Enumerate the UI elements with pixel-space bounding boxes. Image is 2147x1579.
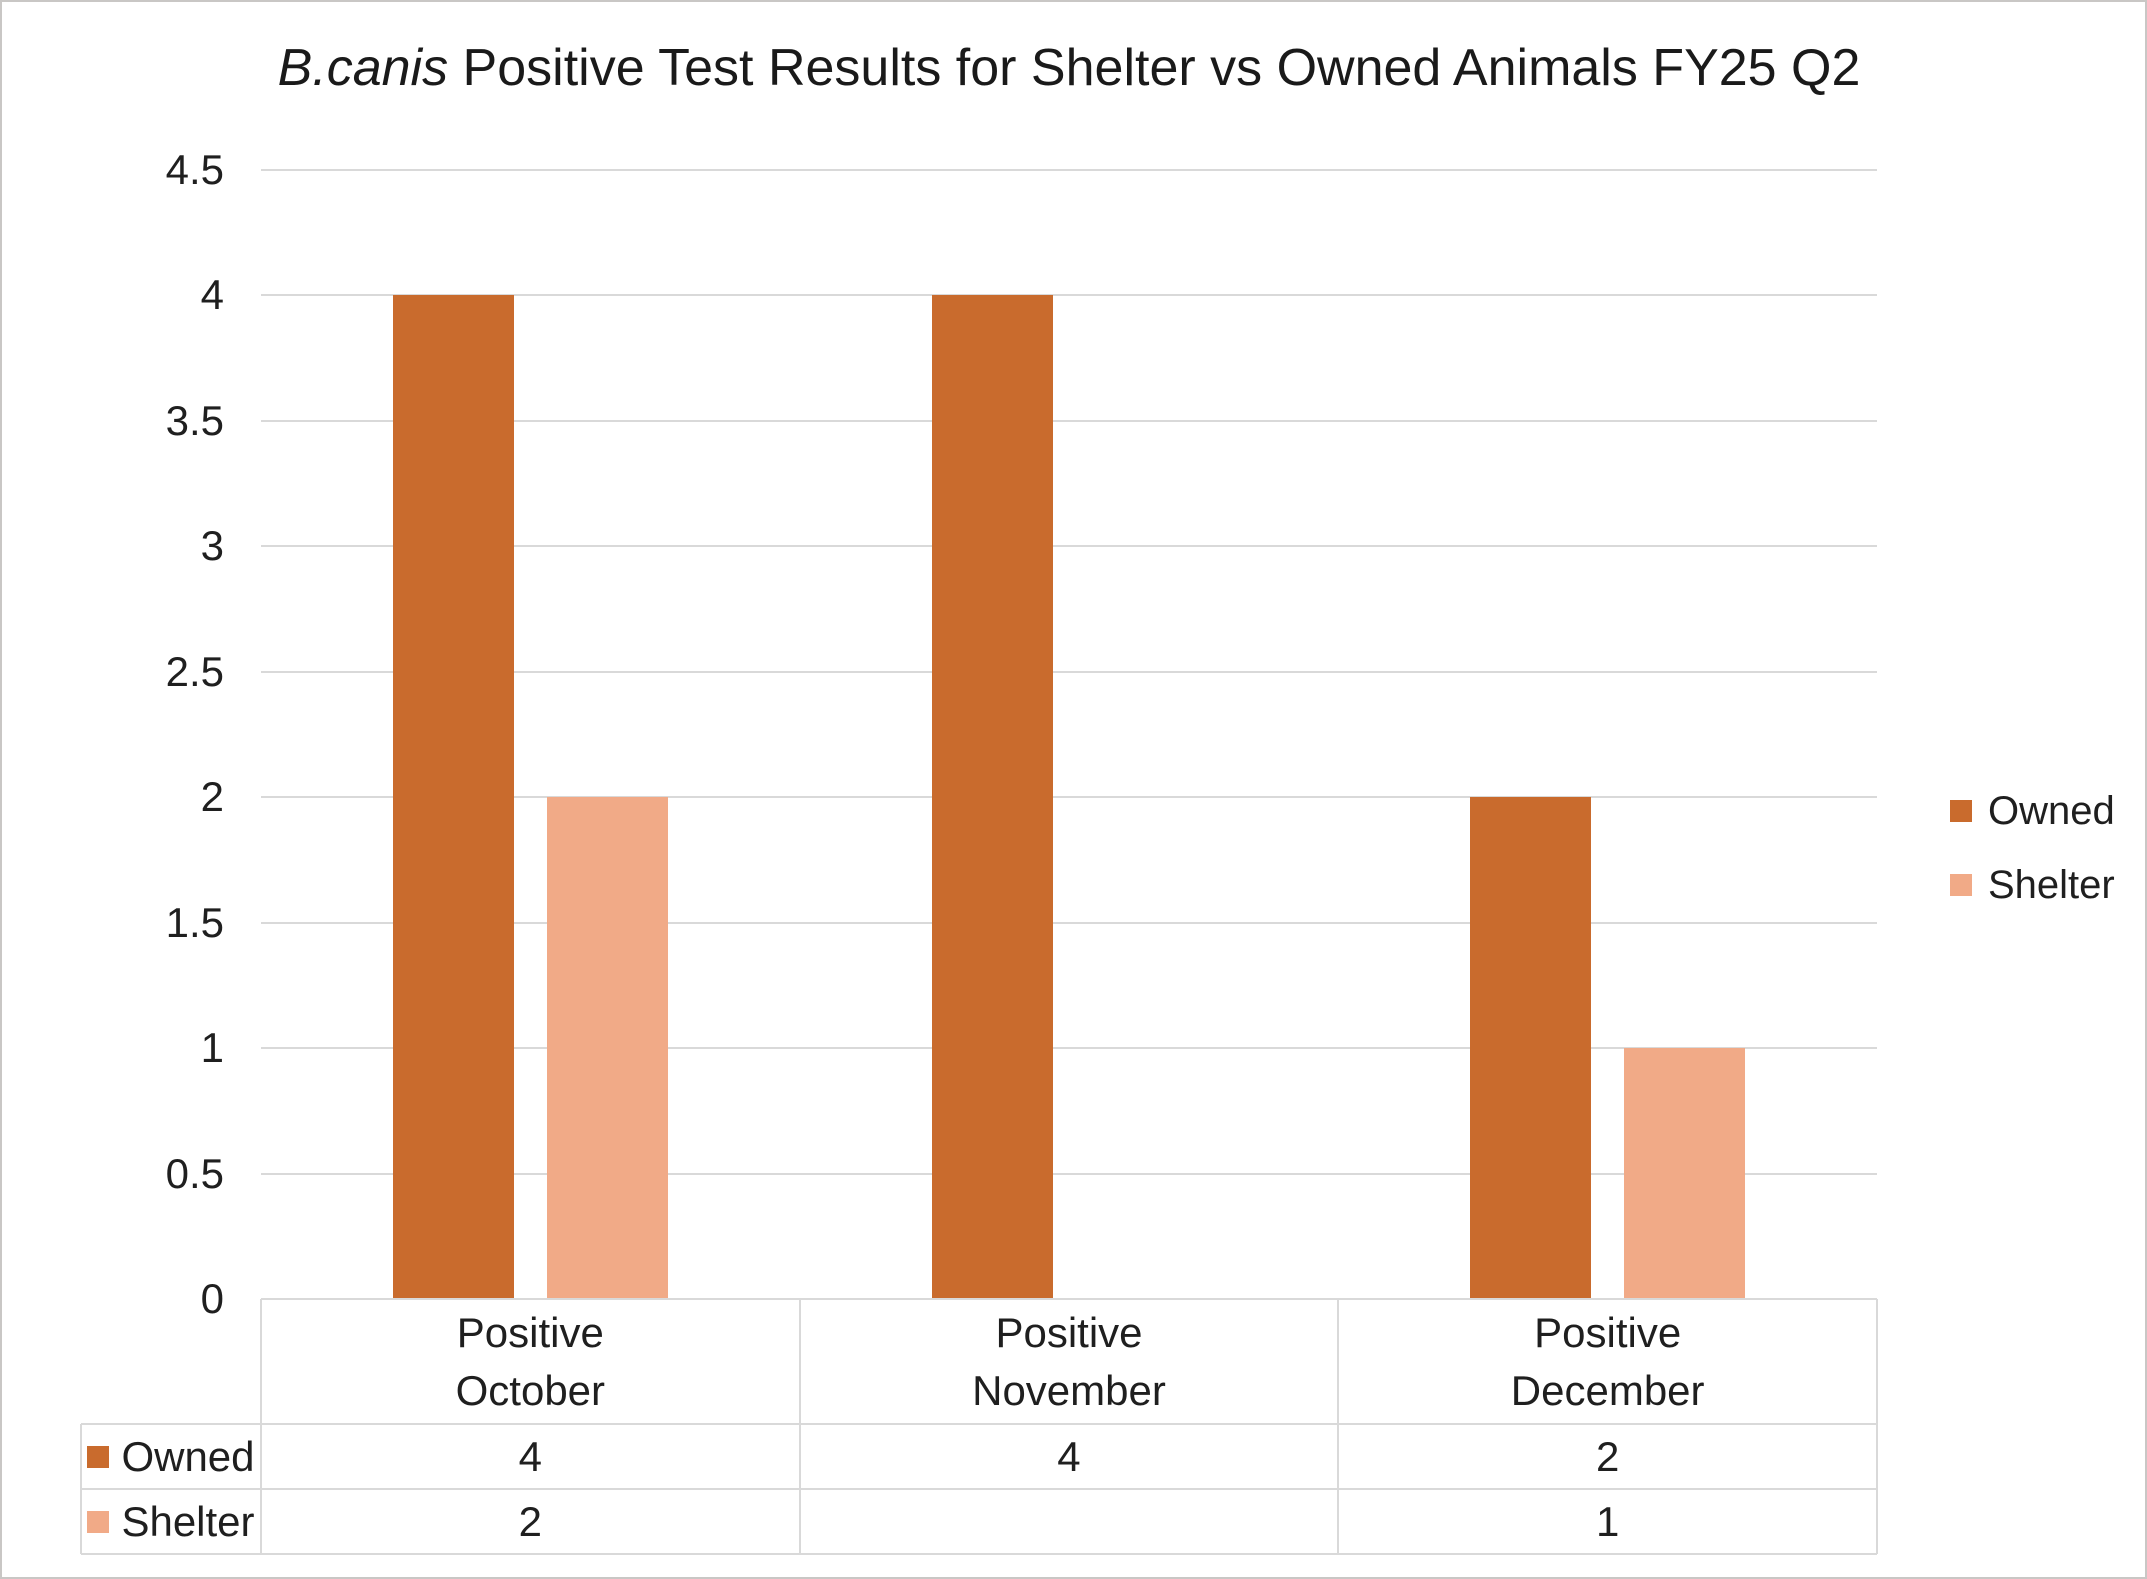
- y-tick-label-1: 1: [200, 1024, 224, 1072]
- legend-entry-owned: Owned: [1950, 791, 2115, 831]
- chart-title: B.canis Positive Test Results for Shelte…: [261, 38, 1877, 98]
- table-category-november: Positive November: [800, 1299, 1339, 1424]
- chart-title-text: Positive Test Results for Shelter vs Own…: [448, 39, 1861, 97]
- table-category-november-line1: Positive: [995, 1308, 1143, 1356]
- table-row-label-owned: Owned: [121, 1432, 255, 1480]
- y-tick-label-3: 3: [200, 522, 224, 570]
- gridline-3.5: [261, 419, 1877, 422]
- table-row-header-owned: Owned: [81, 1424, 261, 1489]
- bar-owned-october: [393, 295, 514, 1299]
- gridline-4: [261, 294, 1877, 297]
- table-category-december-line2: December: [1510, 1366, 1705, 1414]
- table-border-col1: [798, 1299, 801, 1554]
- table-border-col3: [1876, 1299, 1878, 1554]
- table-border-row1: [81, 1423, 1877, 1425]
- table-category-december: Positive December: [1338, 1299, 1877, 1424]
- y-tick-label-4.5: 4.5: [165, 146, 224, 193]
- legend-label-shelter: Shelter: [1988, 863, 2115, 907]
- gridline-2: [261, 796, 1877, 799]
- bar-shelter-december: [1624, 1048, 1746, 1299]
- y-tick-label-4: 4: [200, 271, 224, 319]
- y-tick-label-1.5: 1.5: [165, 898, 224, 946]
- table-swatch-owned-icon: [87, 1445, 110, 1468]
- y-tick-label-2: 2: [200, 773, 224, 821]
- table-border-bottom: [81, 1553, 1877, 1555]
- chart-title-species: B.canis: [277, 39, 449, 97]
- y-tick-label-3.5: 3.5: [165, 396, 224, 444]
- table-category-october: Positive October: [261, 1299, 800, 1424]
- y-tick-label-0.5: 0.5: [165, 1149, 224, 1197]
- gridline-1: [261, 1047, 1877, 1050]
- table-category-october-line2: October: [455, 1366, 606, 1414]
- bar-owned-december: [1470, 797, 1592, 1299]
- table-row-header-shelter: Shelter: [81, 1489, 261, 1554]
- table-value-shelter-december: 1: [1595, 1497, 1620, 1545]
- table-row-label-shelter: Shelter: [121, 1497, 255, 1545]
- table-swatch-shelter-icon: [87, 1510, 110, 1533]
- gridline-2.5: [261, 670, 1877, 673]
- table-border-col2: [1337, 1299, 1340, 1554]
- table-category-november-line2: November: [972, 1366, 1166, 1414]
- bar-shelter-october: [547, 797, 668, 1299]
- gridline-1.5: [261, 921, 1877, 924]
- table-value-shelter-november: [800, 1489, 1339, 1554]
- table-border-left: [80, 1424, 82, 1554]
- table-category-october-line1: Positive: [456, 1308, 604, 1356]
- data-table: Positive October Positive November Positive D…: [80, 1298, 1879, 1556]
- legend-entry-shelter: Shelter: [1950, 865, 2115, 905]
- table-border-top: [261, 1298, 1877, 1300]
- table-value-owned-october: 4: [518, 1432, 542, 1480]
- table-value-shelter-october: 2: [518, 1497, 542, 1545]
- legend-swatch-shelter-icon: [1950, 874, 1972, 896]
- table-value-owned-december: 2: [1595, 1432, 1620, 1480]
- gridline-3: [261, 545, 1877, 548]
- gridline-0.5: [261, 1172, 1877, 1175]
- legend-swatch-owned-icon: [1950, 800, 1972, 822]
- legend-label-owned: Owned: [1988, 789, 2115, 833]
- table-value-owned-november: 4: [1057, 1432, 1081, 1480]
- table-border-col0: [260, 1299, 262, 1554]
- table-category-december-line1: Positive: [1534, 1308, 1682, 1356]
- bar-owned-november: [931, 295, 1053, 1299]
- y-tick-label-2.5: 2.5: [165, 647, 224, 695]
- gridline-4.5: [261, 169, 1877, 171]
- table-border-row2: [81, 1488, 1877, 1490]
- y-tick-label-0: 0: [200, 1275, 224, 1322]
